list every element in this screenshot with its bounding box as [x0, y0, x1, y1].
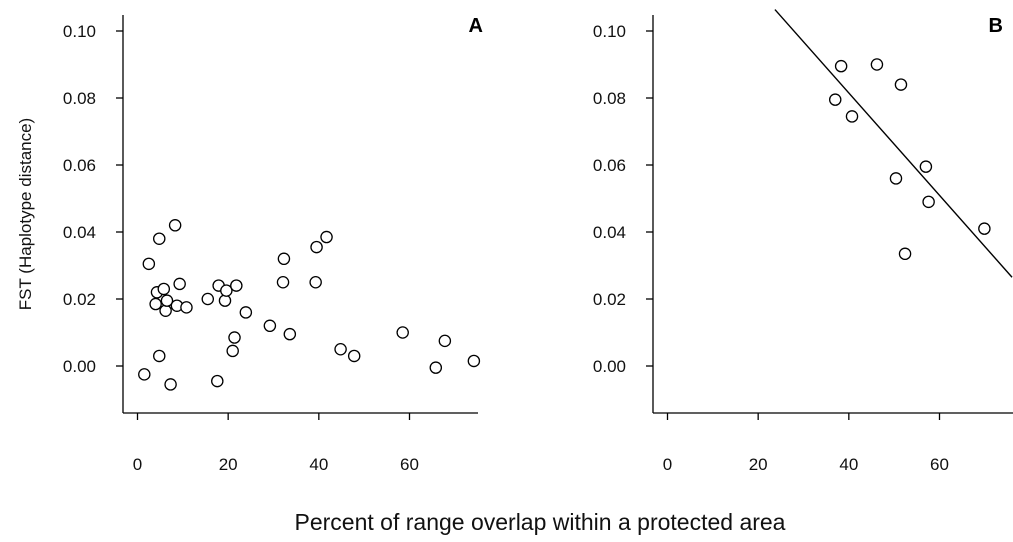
panel-a-data-point [168, 219, 182, 232]
panel-b-x-tick-label: 60 [930, 455, 949, 474]
panel-a-y-tick-label: 0.00 [63, 357, 96, 376]
panel-a-data-point [211, 374, 224, 388]
panel-b-y-tick-label: 0.08 [593, 89, 626, 108]
panel-b-data-point [922, 195, 935, 209]
panel-b-plot: 0.00 0.02 0.04 0.06 0.08 0.10 0 20 40 60 B [593, 9, 1013, 474]
panel-b-data-point [978, 222, 991, 235]
panel-a-y-tick-label: 0.04 [63, 223, 96, 242]
panel-b-x-tick-label: 20 [749, 455, 768, 474]
panel-a-data-point [138, 368, 151, 381]
panel-a-x-tick-label: 40 [309, 455, 328, 474]
panel-a-data-point [173, 277, 186, 291]
panel-a-data-point [239, 306, 253, 319]
panel-b-data-point [889, 172, 903, 185]
panel-b-x-tick-label: 0 [663, 455, 672, 474]
panel-a-x-tick-label: 60 [400, 455, 419, 474]
panel-a-data-point [396, 326, 409, 339]
panel-a-data-point [201, 292, 215, 306]
panel-a-data-point [218, 294, 232, 307]
panel-a-y-tick-label: 0.06 [63, 156, 96, 175]
panel-b-data-point [898, 247, 912, 261]
panel-b-regression-line [774, 9, 1013, 278]
panel-b-y-tick-label: 0.06 [593, 156, 626, 175]
panel-a-data-point [429, 361, 443, 374]
panel-a-data-point [320, 230, 333, 244]
panel-a-data-point [160, 294, 174, 307]
panel-b-y-tick-label: 0.04 [593, 223, 626, 242]
panel-b-letter: B [989, 15, 1003, 37]
panel-b-y-tick-label: 0.10 [593, 22, 626, 41]
panel-a-data-point [142, 257, 156, 271]
panel-a-data-point [149, 297, 162, 311]
panel-a-data-point [153, 349, 166, 363]
panel-a-y-tick-label: 0.10 [63, 22, 96, 41]
panel-a-data-point [467, 354, 481, 368]
panel-b-data-point [834, 59, 848, 73]
panel-a-data-point [157, 282, 171, 296]
panel-a-data-point [164, 378, 177, 391]
panel-a-data-point [334, 342, 347, 356]
panel-a-data-point [276, 275, 290, 289]
panel-b-y-tick-label: 0.02 [593, 290, 626, 309]
panel-a-data-point [283, 327, 297, 341]
panel-a-data-point [310, 240, 323, 254]
panel-b-data-point [870, 58, 884, 71]
panel-b-data-point [845, 110, 859, 123]
x-axis-title: Percent of range overlap within a protec… [295, 509, 786, 535]
y-axis-title: FST (Haplotype distance) [16, 118, 35, 310]
panel-a-y-tick-label: 0.02 [63, 290, 96, 309]
panel-a-data-point [153, 232, 166, 245]
panel-a-letter: A [469, 15, 483, 37]
panel-b-data-point [894, 78, 908, 91]
panel-a-data-point [220, 284, 233, 297]
panel-b-y-tick-label: 0.00 [593, 357, 626, 376]
panel-a-y-tick-label: 0.08 [63, 89, 96, 108]
panel-a-data-point [228, 331, 241, 344]
panel-a-plot: 0.00 0.02 0.04 0.06 0.08 0.10 0 20 40 60 A [63, 15, 483, 474]
panel-a-data-point [277, 252, 291, 266]
panel-b-data-point [828, 93, 842, 106]
panel-b-data-point [919, 160, 933, 173]
panel-a-data-point [159, 304, 172, 317]
panel-b-x-tick-label: 40 [839, 455, 858, 474]
panel-a-data-point [309, 275, 322, 289]
panel-a-data-point [230, 279, 243, 292]
panel-a-x-tick-label: 20 [219, 455, 238, 474]
panel-a-data-point [438, 334, 452, 348]
panel-a-data-point [180, 301, 193, 314]
panel-a-x-tick-label: 0 [133, 455, 142, 474]
panel-a-data-point [226, 344, 239, 358]
panel-a-data-point [263, 319, 277, 333]
panel-a-data-point [347, 349, 361, 363]
